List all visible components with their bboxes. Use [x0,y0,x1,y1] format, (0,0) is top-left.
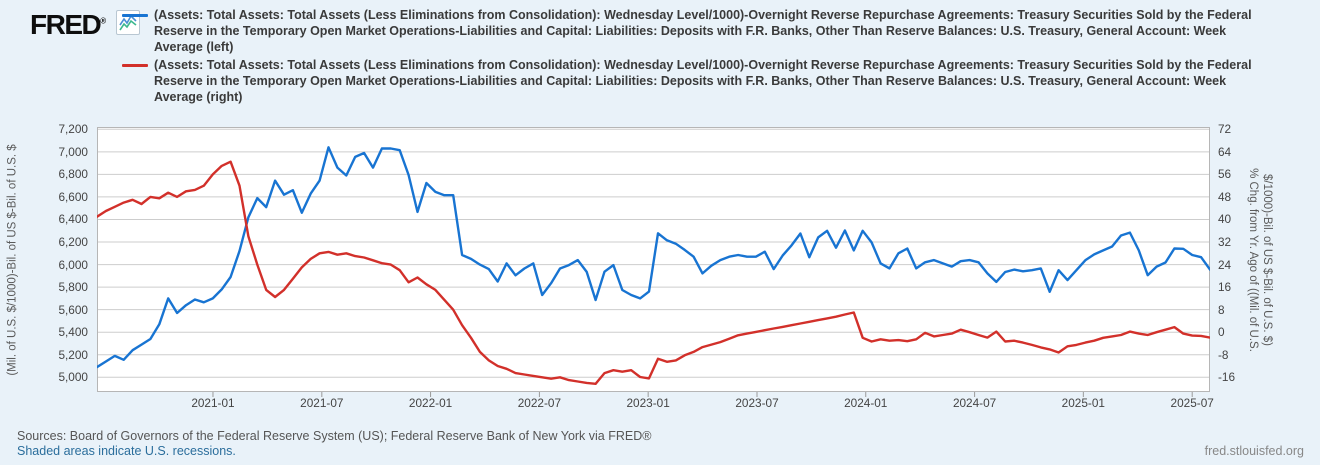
y-axis-label-right: 64 [1218,144,1232,159]
registered-mark-icon: ® [100,16,107,26]
y-axis-label-left: 6,200 [58,235,88,250]
fred-logo[interactable]: FRED® [30,9,106,41]
chart-legend: (Assets: Total Assets: Total Assets (Les… [122,7,1320,107]
x-axis-label: 2021-01 [191,396,235,410]
y-axis-label-right: 32 [1218,235,1232,250]
legend-swatch-line-icon [122,14,148,17]
legend-text-line: Reserve in the Temporary Open Market Ope… [154,74,1227,88]
y-axis-label-left: 6,000 [58,257,88,272]
y-axis-label-right: 56 [1218,167,1232,182]
legend-text-line: Reserve in the Temporary Open Market Ope… [154,24,1227,38]
y-axis-label-left: 7,200 [58,122,88,137]
y-axis-label-left: 5,800 [58,280,88,295]
x-axis-label: 2022-07 [517,396,562,410]
x-axis-label: 2023-07 [735,396,779,410]
legend-text-line: Average (right) [154,90,243,104]
plot-area[interactable] [97,127,1210,399]
y-axis-label-right: 48 [1218,189,1232,204]
y-axis-label-right: 72 [1218,122,1232,137]
fred-logo-text: FRED [30,9,102,40]
y-axis-label-right: -8 [1218,347,1229,362]
y-axis-label-left: 7,000 [58,144,88,159]
fred-site-link[interactable]: fred.stlouisfed.org [1204,444,1304,458]
recessions-link[interactable]: Shaded areas indicate U.S. recessions. [17,444,236,458]
legend-text: (Assets: Total Assets: Total Assets (Les… [154,57,1252,105]
y-axis-label-left: 5,000 [58,370,88,385]
y-axis-label-right: 40 [1218,212,1232,227]
x-axis-label: 2025-07 [1170,396,1214,410]
legend-entry: (Assets: Total Assets: Total Assets (Les… [122,7,1320,55]
y-axis-label-left: 5,200 [58,347,88,362]
y-axis-label-left: 5,600 [58,302,88,317]
legend-entry: (Assets: Total Assets: Total Assets (Les… [122,57,1320,105]
y-axis-label-left: 6,800 [58,167,88,182]
data-line-series-right [97,160,1210,385]
y-axis-label-left: 6,600 [58,189,88,204]
x-axis-label: 2022-01 [408,396,453,410]
sources-note: Sources: Board of Governors of the Feder… [17,429,652,443]
legend-text-line: (Assets: Total Assets: Total Assets (Les… [154,58,1252,72]
data-line-series-left [97,146,1210,369]
x-axis-label: 2024-07 [952,396,997,410]
y-axis-label-right: -16 [1218,370,1236,385]
plot-border [97,127,1210,392]
y-axis-label-right: 0 [1218,325,1225,340]
x-axis-label: 2023-01 [626,396,670,410]
y-axis-label-left: 6,400 [58,212,88,227]
x-axis-label: 2021-07 [300,396,344,410]
y-axis-label-right: 24 [1218,257,1232,272]
y-axis-label-left: 5,400 [58,325,88,340]
legend-text: (Assets: Total Assets: Total Assets (Les… [154,7,1252,55]
legend-swatch-line-icon [122,64,148,67]
y-axis-label-right: 8 [1218,302,1225,317]
y-axis-label-right: 16 [1218,280,1232,295]
x-axis-label: 2025-01 [1061,396,1105,410]
legend-text-line: (Assets: Total Assets: Total Assets (Les… [154,8,1252,22]
legend-text-line: Average (left) [154,40,234,54]
x-axis-label: 2024-01 [844,396,888,410]
